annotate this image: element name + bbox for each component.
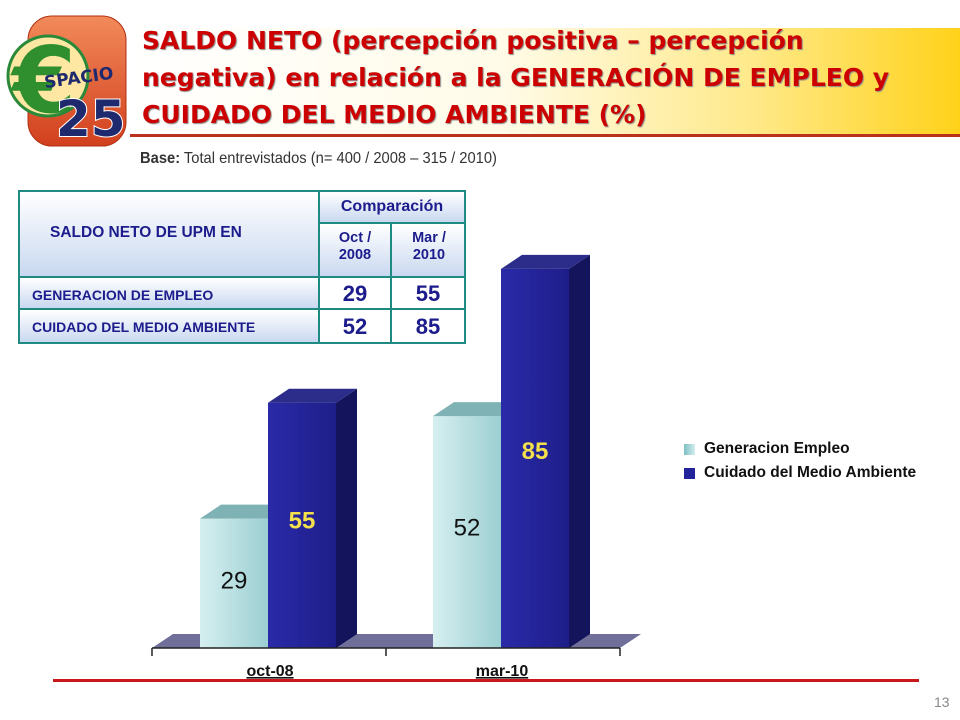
legend-swatch-generacion [684,444,695,455]
bar-side-1-1 [569,255,590,648]
data-label: 52 [454,514,481,541]
footer-rule [53,679,919,682]
data-label: 55 [289,507,316,534]
x-tick-label: oct-08 [246,663,293,680]
data-label: 29 [221,568,248,595]
bar-side-1-0 [336,389,357,648]
legend-swatch-cuidado [684,468,695,479]
legend-label-generacion: Generacion Empleo [704,440,850,458]
legend-label-cuidado: Cuidado del Medio Ambiente [704,464,916,482]
data-label: 85 [522,438,549,465]
page-number: 13 [934,694,950,710]
x-tick-label: mar-10 [476,663,529,680]
